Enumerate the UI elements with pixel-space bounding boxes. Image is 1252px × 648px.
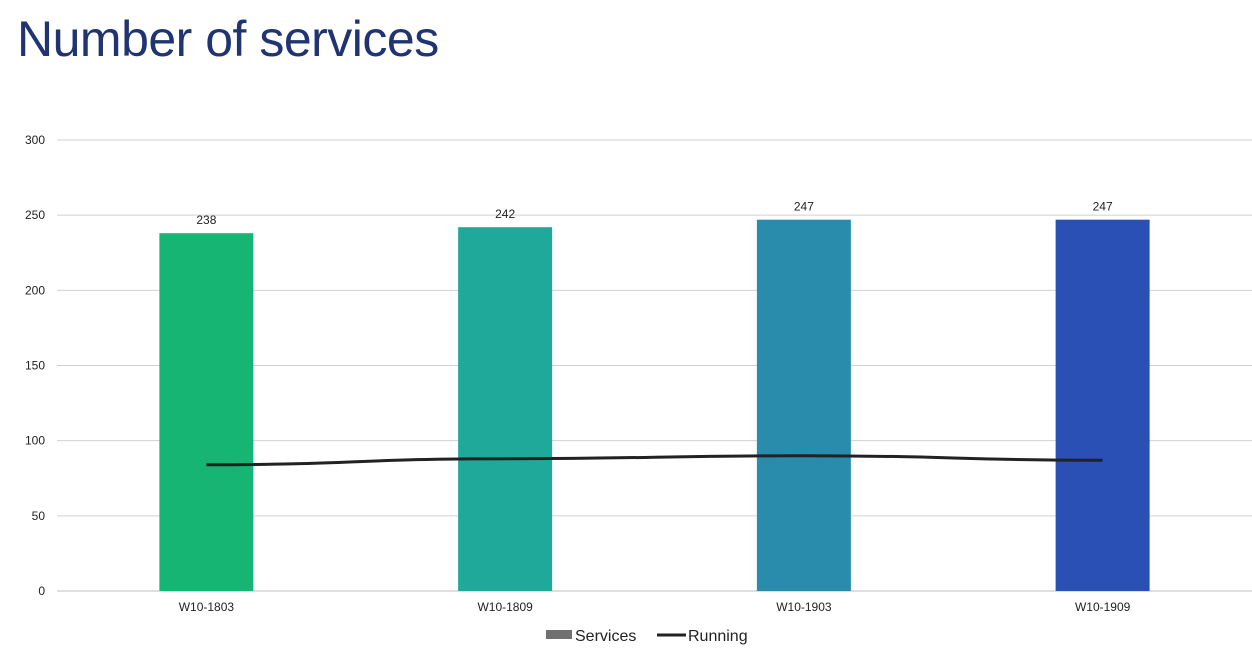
- x-tick-label: W10-1803: [179, 600, 235, 614]
- x-tick-label: W10-1903: [776, 600, 832, 614]
- y-tick-label: 250: [25, 208, 45, 222]
- y-tick-label: 200: [25, 283, 45, 297]
- data-label: 242: [495, 207, 515, 221]
- chart-title: Number of services: [17, 11, 439, 67]
- bar: [458, 227, 553, 591]
- line-series: [206, 454, 1103, 467]
- legend-swatch-services: [546, 630, 572, 639]
- x-tick-label: W10-1809: [477, 600, 533, 614]
- data-label: 247: [794, 200, 814, 214]
- y-axis-ticks: 0 50 100 150 200 250 300: [25, 133, 45, 598]
- y-tick-label: 50: [32, 509, 46, 523]
- y-tick-label: 100: [25, 434, 45, 448]
- legend-label-services: Services: [575, 628, 636, 645]
- bar-series: [159, 219, 1150, 591]
- bar: [159, 233, 254, 591]
- running-line: [206, 454, 1103, 467]
- bar: [756, 219, 851, 591]
- gridlines: [57, 139, 1252, 592]
- x-tick-label: W10-1909: [1075, 600, 1131, 614]
- data-label: 238: [196, 213, 216, 227]
- bar: [1055, 219, 1150, 591]
- legend: Services Running: [546, 628, 748, 645]
- data-labels: 238 242 247 247: [196, 200, 1113, 228]
- y-tick-label: 0: [38, 584, 45, 598]
- y-tick-label: 300: [25, 133, 45, 147]
- x-axis-ticks: W10-1803 W10-1809 W10-1903 W10-1909: [179, 600, 1131, 614]
- y-tick-label: 150: [25, 359, 45, 373]
- legend-label-running: Running: [688, 628, 748, 645]
- data-label: 247: [1093, 200, 1113, 214]
